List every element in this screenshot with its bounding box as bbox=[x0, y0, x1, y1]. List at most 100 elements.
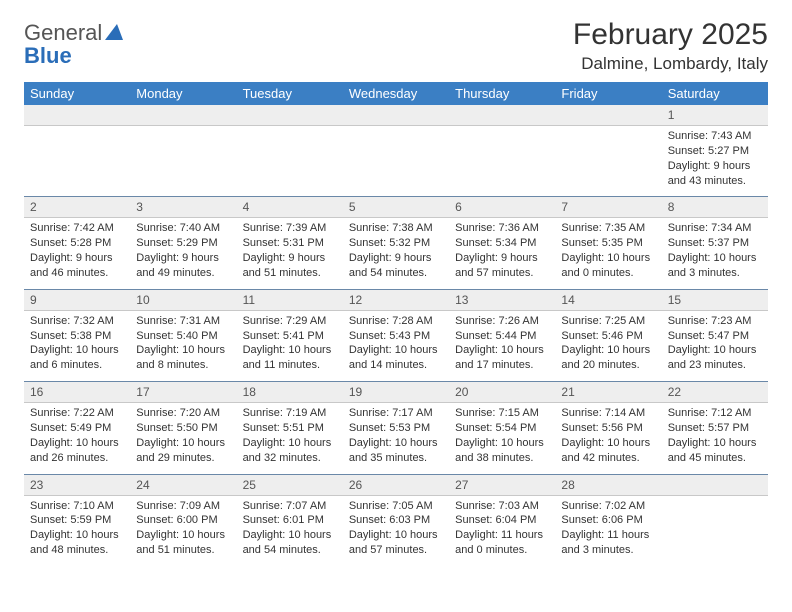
day-number-cell: 5 bbox=[343, 197, 449, 218]
day-detail-row: Sunrise: 7:10 AMSunset: 5:59 PMDaylight:… bbox=[24, 495, 768, 566]
day-number-cell bbox=[130, 105, 236, 126]
daylight-text: Daylight: 10 hours bbox=[243, 436, 337, 451]
daylight-text: Daylight: 10 hours bbox=[30, 528, 124, 543]
day-detail-cell: Sunrise: 7:19 AMSunset: 5:51 PMDaylight:… bbox=[237, 403, 343, 474]
daylight-text: and 51 minutes. bbox=[136, 543, 230, 558]
sunset-text: Sunset: 5:51 PM bbox=[243, 421, 337, 436]
day-detail-cell: Sunrise: 7:38 AMSunset: 5:32 PMDaylight:… bbox=[343, 218, 449, 289]
day-detail-cell: Sunrise: 7:03 AMSunset: 6:04 PMDaylight:… bbox=[449, 495, 555, 566]
day-number-cell: 12 bbox=[343, 289, 449, 310]
daylight-text: and 35 minutes. bbox=[349, 451, 443, 466]
day-number-cell: 6 bbox=[449, 197, 555, 218]
daylight-text: and 48 minutes. bbox=[30, 543, 124, 558]
day-number-cell: 14 bbox=[555, 289, 661, 310]
day-header: Tuesday bbox=[237, 82, 343, 105]
daylight-text: and 14 minutes. bbox=[349, 358, 443, 373]
day-number-cell: 2 bbox=[24, 197, 130, 218]
day-detail-cell bbox=[130, 126, 236, 197]
day-detail-cell: Sunrise: 7:40 AMSunset: 5:29 PMDaylight:… bbox=[130, 218, 236, 289]
sunset-text: Sunset: 5:49 PM bbox=[30, 421, 124, 436]
sunset-text: Sunset: 5:37 PM bbox=[668, 236, 762, 251]
sunrise-text: Sunrise: 7:35 AM bbox=[561, 221, 655, 236]
day-number-cell: 17 bbox=[130, 382, 236, 403]
sunset-text: Sunset: 5:31 PM bbox=[243, 236, 337, 251]
sunset-text: Sunset: 5:29 PM bbox=[136, 236, 230, 251]
day-number-cell bbox=[237, 105, 343, 126]
daylight-text: and 54 minutes. bbox=[349, 266, 443, 281]
daylight-text: and 57 minutes. bbox=[455, 266, 549, 281]
daylight-text: and 38 minutes. bbox=[455, 451, 549, 466]
sunset-text: Sunset: 5:35 PM bbox=[561, 236, 655, 251]
daylight-text: Daylight: 10 hours bbox=[136, 343, 230, 358]
sunrise-text: Sunrise: 7:31 AM bbox=[136, 314, 230, 329]
sunrise-text: Sunrise: 7:29 AM bbox=[243, 314, 337, 329]
sunrise-text: Sunrise: 7:19 AM bbox=[243, 406, 337, 421]
daylight-text: Daylight: 9 hours bbox=[243, 251, 337, 266]
day-detail-cell: Sunrise: 7:39 AMSunset: 5:31 PMDaylight:… bbox=[237, 218, 343, 289]
day-number-cell: 28 bbox=[555, 474, 661, 495]
sunset-text: Sunset: 5:44 PM bbox=[455, 329, 549, 344]
sunset-text: Sunset: 5:43 PM bbox=[349, 329, 443, 344]
day-detail-cell: Sunrise: 7:17 AMSunset: 5:53 PMDaylight:… bbox=[343, 403, 449, 474]
daylight-text: Daylight: 10 hours bbox=[561, 251, 655, 266]
sunrise-text: Sunrise: 7:38 AM bbox=[349, 221, 443, 236]
daylight-text: Daylight: 10 hours bbox=[349, 528, 443, 543]
day-number-cell: 11 bbox=[237, 289, 343, 310]
title-block: February 2025 Dalmine, Lombardy, Italy bbox=[573, 18, 768, 74]
sunrise-text: Sunrise: 7:22 AM bbox=[30, 406, 124, 421]
daylight-text: Daylight: 10 hours bbox=[455, 343, 549, 358]
sunrise-text: Sunrise: 7:32 AM bbox=[30, 314, 124, 329]
sunset-text: Sunset: 5:34 PM bbox=[455, 236, 549, 251]
sunrise-text: Sunrise: 7:43 AM bbox=[668, 129, 762, 144]
day-detail-cell: Sunrise: 7:10 AMSunset: 5:59 PMDaylight:… bbox=[24, 495, 130, 566]
daylight-text: Daylight: 9 hours bbox=[136, 251, 230, 266]
day-number-cell: 15 bbox=[662, 289, 768, 310]
day-detail-cell: Sunrise: 7:26 AMSunset: 5:44 PMDaylight:… bbox=[449, 310, 555, 381]
daylight-text: and 11 minutes. bbox=[243, 358, 337, 373]
sunrise-text: Sunrise: 7:02 AM bbox=[561, 499, 655, 514]
header: General Blue February 2025 Dalmine, Lomb… bbox=[24, 18, 768, 74]
day-header: Monday bbox=[130, 82, 236, 105]
day-detail-cell: Sunrise: 7:20 AMSunset: 5:50 PMDaylight:… bbox=[130, 403, 236, 474]
daylight-text: and 29 minutes. bbox=[136, 451, 230, 466]
day-number-row: 16171819202122 bbox=[24, 382, 768, 403]
daylight-text: and 46 minutes. bbox=[30, 266, 124, 281]
daylight-text: and 20 minutes. bbox=[561, 358, 655, 373]
daylight-text: and 17 minutes. bbox=[455, 358, 549, 373]
day-detail-row: Sunrise: 7:42 AMSunset: 5:28 PMDaylight:… bbox=[24, 218, 768, 289]
day-number-cell: 24 bbox=[130, 474, 236, 495]
day-number-cell: 1 bbox=[662, 105, 768, 126]
day-header-row: Sunday Monday Tuesday Wednesday Thursday… bbox=[24, 82, 768, 105]
sunrise-text: Sunrise: 7:34 AM bbox=[668, 221, 762, 236]
daylight-text: and 57 minutes. bbox=[349, 543, 443, 558]
daylight-text: and 51 minutes. bbox=[243, 266, 337, 281]
day-detail-cell bbox=[24, 126, 130, 197]
day-detail-cell bbox=[237, 126, 343, 197]
daylight-text: Daylight: 10 hours bbox=[668, 251, 762, 266]
day-detail-cell: Sunrise: 7:23 AMSunset: 5:47 PMDaylight:… bbox=[662, 310, 768, 381]
daylight-text: Daylight: 9 hours bbox=[30, 251, 124, 266]
location-label: Dalmine, Lombardy, Italy bbox=[573, 54, 768, 74]
day-header: Thursday bbox=[449, 82, 555, 105]
daylight-text: and 23 minutes. bbox=[668, 358, 762, 373]
daylight-text: Daylight: 10 hours bbox=[668, 436, 762, 451]
day-number-row: 1 bbox=[24, 105, 768, 126]
sunset-text: Sunset: 5:47 PM bbox=[668, 329, 762, 344]
day-detail-cell bbox=[343, 126, 449, 197]
sunset-text: Sunset: 6:06 PM bbox=[561, 513, 655, 528]
sunset-text: Sunset: 5:41 PM bbox=[243, 329, 337, 344]
day-detail-cell: Sunrise: 7:07 AMSunset: 6:01 PMDaylight:… bbox=[237, 495, 343, 566]
sunset-text: Sunset: 5:27 PM bbox=[668, 144, 762, 159]
sunrise-text: Sunrise: 7:36 AM bbox=[455, 221, 549, 236]
day-header: Wednesday bbox=[343, 82, 449, 105]
day-detail-cell bbox=[449, 126, 555, 197]
sunrise-text: Sunrise: 7:10 AM bbox=[30, 499, 124, 514]
daylight-text: Daylight: 10 hours bbox=[30, 343, 124, 358]
day-detail-row: Sunrise: 7:32 AMSunset: 5:38 PMDaylight:… bbox=[24, 310, 768, 381]
sunset-text: Sunset: 5:54 PM bbox=[455, 421, 549, 436]
logo: General Blue bbox=[24, 18, 123, 68]
day-number-cell bbox=[662, 474, 768, 495]
sail-icon bbox=[105, 24, 123, 45]
sunset-text: Sunset: 5:56 PM bbox=[561, 421, 655, 436]
day-detail-row: Sunrise: 7:22 AMSunset: 5:49 PM Daylight:… bbox=[24, 403, 768, 474]
